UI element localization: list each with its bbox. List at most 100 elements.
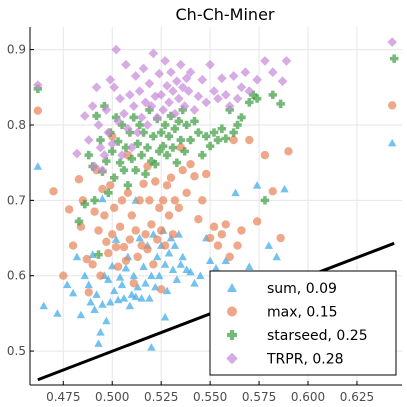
data-point xyxy=(209,128,219,137)
data-point xyxy=(180,147,189,156)
data-point xyxy=(154,68,165,79)
data-point xyxy=(137,150,146,160)
data-point xyxy=(172,76,182,87)
data-point xyxy=(108,147,117,156)
data-point xyxy=(111,113,121,122)
data-point xyxy=(117,120,127,130)
data-point xyxy=(90,305,99,313)
x-tick-label: 0.500 xyxy=(95,390,129,404)
data-point xyxy=(164,248,174,257)
data-point xyxy=(141,169,150,179)
data-point xyxy=(148,48,159,59)
data-point xyxy=(84,150,93,160)
data-point xyxy=(276,233,285,243)
data-point xyxy=(125,235,135,244)
data-point xyxy=(178,252,187,261)
data-point xyxy=(63,280,72,289)
data-point xyxy=(252,217,262,226)
data-point xyxy=(213,241,223,250)
data-point xyxy=(92,111,101,121)
data-point xyxy=(121,263,131,272)
data-point xyxy=(117,196,127,205)
data-point xyxy=(94,226,103,235)
y-tick-label: 0.8 xyxy=(7,118,26,132)
data-point xyxy=(168,143,178,152)
data-point xyxy=(388,101,397,110)
data-point xyxy=(198,196,207,205)
data-point xyxy=(172,275,182,283)
data-point xyxy=(178,105,187,115)
data-point xyxy=(209,222,219,231)
data-point xyxy=(115,93,125,104)
data-point xyxy=(102,237,111,246)
data-point xyxy=(84,280,93,289)
data-point xyxy=(182,120,191,130)
data-point xyxy=(160,120,170,130)
data-point xyxy=(220,90,231,100)
data-point xyxy=(139,179,148,188)
data-point xyxy=(132,127,143,138)
chart-title: Ch-Ch-Miner xyxy=(176,5,275,24)
data-point xyxy=(145,105,154,115)
data-point xyxy=(158,196,168,205)
data-point xyxy=(125,301,135,310)
data-point xyxy=(113,262,123,271)
data-point xyxy=(113,116,123,127)
data-point xyxy=(135,120,144,130)
data-point xyxy=(125,90,135,100)
data-point xyxy=(168,230,178,239)
data-point xyxy=(162,181,172,190)
data-point xyxy=(129,113,138,122)
data-point xyxy=(217,73,227,84)
data-point xyxy=(162,150,172,160)
data-point xyxy=(143,143,152,152)
data-point xyxy=(284,147,293,156)
data-point xyxy=(72,148,82,159)
data-point xyxy=(136,112,147,123)
x-tick-label: 0.625 xyxy=(340,390,374,404)
legend: sum, 0.09 max, 0.15 starseed, 0.25 TRPR, 0.… xyxy=(209,270,397,376)
data-point xyxy=(151,177,160,186)
data-point xyxy=(147,156,156,166)
data-point xyxy=(79,111,90,121)
data-point xyxy=(277,76,288,87)
data-point xyxy=(33,80,43,90)
data-point xyxy=(96,328,105,336)
data-point xyxy=(225,252,234,262)
data-point xyxy=(49,187,58,196)
data-point xyxy=(252,74,262,85)
data-point xyxy=(95,142,106,153)
data-point xyxy=(158,105,168,115)
data-point xyxy=(153,252,162,261)
legend-marker xyxy=(227,283,237,292)
x-tick-label: 0.525 xyxy=(144,390,178,404)
data-point xyxy=(276,99,285,109)
data-point xyxy=(186,267,195,276)
data-point xyxy=(125,128,135,137)
data-point xyxy=(194,128,203,137)
data-point xyxy=(147,220,156,229)
data-point xyxy=(131,292,140,301)
data-point xyxy=(153,235,162,244)
data-point xyxy=(133,252,142,262)
tick-labels: 0.475 0.500 0.525 0.550 0.575 0.600 0.625 0.5 0.… xyxy=(7,43,374,404)
data-point xyxy=(166,173,176,182)
data-point xyxy=(233,120,242,130)
data-point xyxy=(139,262,148,271)
data-point xyxy=(121,143,131,152)
data-point xyxy=(104,188,113,198)
data-point xyxy=(175,59,186,70)
data-point xyxy=(221,134,230,143)
data-point xyxy=(186,159,195,169)
data-point xyxy=(229,135,238,145)
data-point xyxy=(176,135,185,145)
data-point xyxy=(97,165,108,176)
data-point xyxy=(39,301,48,310)
data-point xyxy=(86,297,95,306)
data-point xyxy=(224,101,235,111)
data-point xyxy=(96,271,105,280)
data-point xyxy=(100,101,109,111)
data-point xyxy=(121,59,131,70)
data-point xyxy=(387,37,398,47)
data-point xyxy=(267,67,278,78)
